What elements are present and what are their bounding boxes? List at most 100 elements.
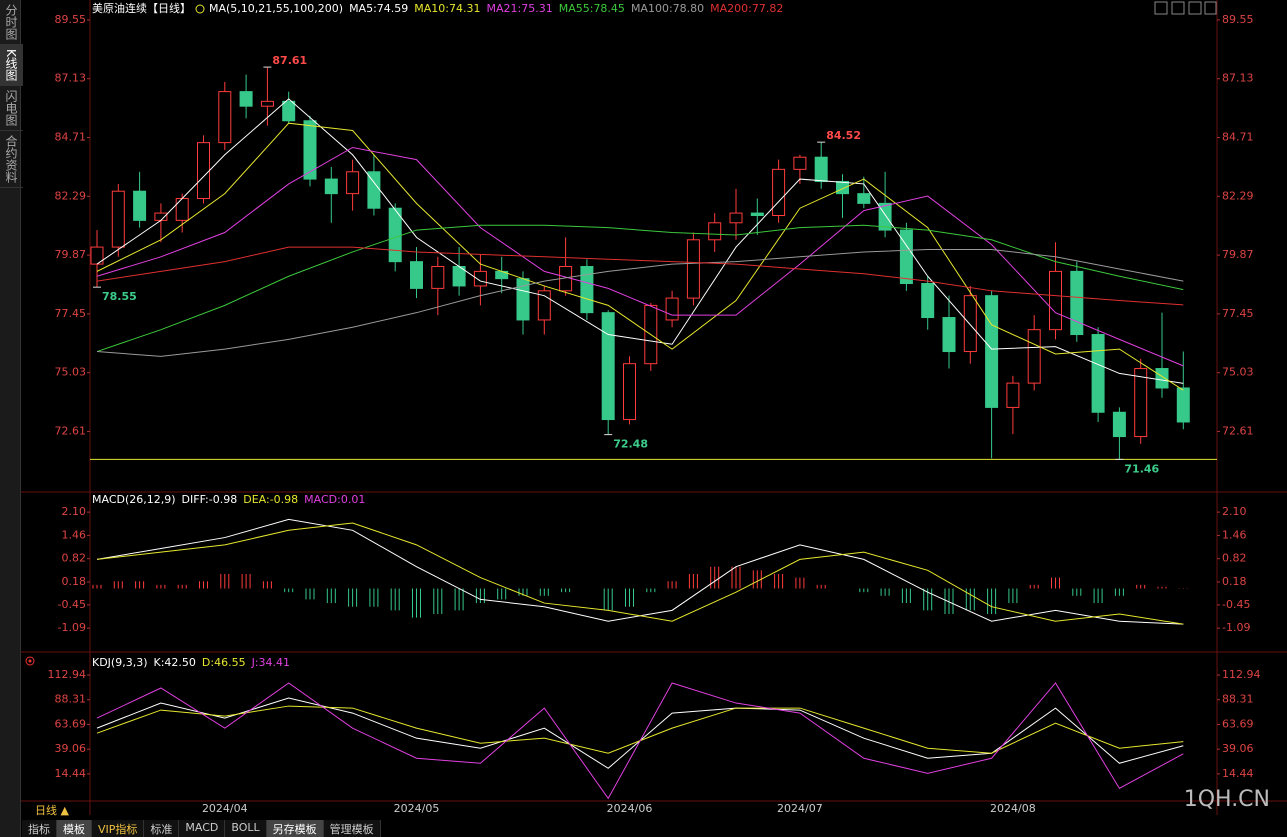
candle-body	[324, 178, 338, 195]
candle-body	[282, 100, 296, 122]
y-tick-label: 79.87	[55, 248, 87, 261]
legend-entry: MA5:74.59	[349, 2, 408, 15]
candle-body	[111, 190, 125, 248]
y-tick-label: 14.44	[55, 767, 87, 780]
y-tick-label: 2.10	[1222, 505, 1247, 518]
y-tick-label: 72.61	[55, 424, 87, 437]
y-tick-label: 112.94	[1222, 668, 1261, 681]
y-tick-label: 1.46	[62, 528, 87, 541]
y-tick-label: 112.94	[48, 668, 87, 681]
candle-body	[1155, 368, 1169, 389]
panel-title: MACD(26,12,9)	[92, 493, 176, 506]
candle-body	[1176, 387, 1190, 423]
y-tick-label: 0.82	[1222, 552, 1247, 565]
y-tick-label: -0.45	[58, 598, 86, 611]
legend-entry: MA21:75.31	[487, 2, 553, 15]
y-tick-label: 14.44	[1222, 767, 1254, 780]
timeframe[interactable]: 日线 ▲	[35, 803, 69, 817]
y-tick-label: 82.29	[55, 189, 87, 202]
window-icons[interactable]	[1154, 1, 1217, 15]
tab[interactable]: 模板	[57, 820, 92, 837]
toolbar-item[interactable]: 分时图	[0, 0, 23, 45]
candle-body	[686, 239, 700, 299]
candle-body	[1091, 334, 1105, 413]
y-tick-label: 77.45	[1222, 307, 1254, 320]
series-line	[96, 122, 1184, 391]
x-tick-label: 2024/04	[202, 802, 248, 815]
y-tick-label: 1.46	[1222, 528, 1247, 541]
icon	[28, 659, 32, 663]
y-tick-label: 82.29	[1222, 189, 1254, 202]
candle-body	[388, 207, 402, 263]
annotation: 87.61	[272, 54, 307, 67]
series-line	[96, 224, 1184, 353]
y-tick-label: 39.06	[55, 742, 87, 755]
candle-body	[772, 168, 786, 217]
y-tick-label: 63.69	[1222, 717, 1254, 730]
candle-body	[985, 295, 999, 408]
candle-body	[431, 266, 445, 289]
y-tick-label: 2.10	[62, 505, 87, 518]
series-line	[96, 246, 1184, 306]
tab[interactable]: 管理模板	[323, 820, 381, 837]
y-tick-label: 75.03	[55, 366, 87, 379]
candle-body	[708, 222, 722, 241]
legend-entry: MA55:78.45	[559, 2, 625, 15]
candle-body	[197, 142, 210, 200]
y-tick-label: -1.09	[58, 621, 86, 634]
panel-subtitle: MA(5,10,21,55,100,200)	[209, 2, 343, 15]
annotation: 72.48	[613, 438, 648, 451]
tab-bar: 指标 模板 VIP指标 标准 MACD BOLL 另存模板 管理模板	[22, 820, 381, 837]
y-tick-label: 77.45	[55, 307, 87, 320]
y-tick-label: 89.55	[1222, 13, 1254, 26]
y-tick-label: 89.55	[55, 13, 87, 26]
toolbar-item[interactable]: K线图	[0, 45, 23, 86]
candle-body	[836, 180, 849, 195]
panel-title: 美原油连续【日线】	[92, 1, 191, 15]
x-tick-label: 2024/08	[990, 802, 1036, 815]
candle-body	[473, 270, 487, 287]
series-line	[96, 249, 1184, 357]
tab[interactable]: VIP指标	[92, 820, 145, 837]
legend-entry: MA200:77.82	[710, 2, 783, 15]
candle-body	[1070, 270, 1084, 336]
annotation: 84.52	[826, 129, 861, 142]
candle-body	[239, 91, 253, 107]
y-tick-label: 0.82	[62, 552, 87, 565]
candle-body	[1134, 368, 1148, 438]
y-tick-label: -0.45	[1222, 598, 1250, 611]
y-tick-label: 79.87	[1222, 248, 1254, 261]
tab[interactable]: 指标	[22, 820, 57, 837]
y-tick-label: -1.09	[1222, 621, 1250, 634]
candle-body	[601, 312, 615, 421]
candle-body	[623, 363, 636, 421]
legend-entry: MA100:78.80	[631, 2, 704, 15]
candle-body	[921, 283, 935, 319]
candle-body	[1027, 329, 1041, 384]
tab[interactable]: 标准	[144, 820, 180, 837]
series-line	[96, 522, 1184, 625]
annotation: 78.55	[102, 290, 137, 303]
candle-body	[665, 297, 679, 321]
side-toolbar: 分时图 K线图 闪电图 合约资料	[0, 0, 23, 837]
candle-body	[1006, 382, 1020, 408]
icon[interactable]	[25, 656, 35, 666]
candle-body	[537, 290, 551, 321]
candle-body	[218, 91, 232, 144]
x-tick-label: 2024/05	[394, 802, 440, 815]
candle-body	[814, 156, 828, 182]
y-tick-label: 84.71	[1222, 131, 1254, 144]
tab[interactable]: 另存模板	[266, 820, 324, 837]
toolbar-item[interactable]: 闪电图	[0, 86, 23, 131]
candle-body	[1049, 270, 1062, 331]
candle-body	[260, 100, 274, 107]
y-tick-label: 0.18	[62, 575, 87, 588]
legend-entry: MA10:74.31	[414, 2, 480, 15]
series-line	[96, 697, 1184, 769]
tab[interactable]: BOLL	[225, 820, 267, 837]
toolbar-item[interactable]: 合约资料	[0, 131, 23, 188]
tab[interactable]: MACD	[179, 820, 226, 837]
y-tick-label: 87.13	[1222, 72, 1254, 85]
